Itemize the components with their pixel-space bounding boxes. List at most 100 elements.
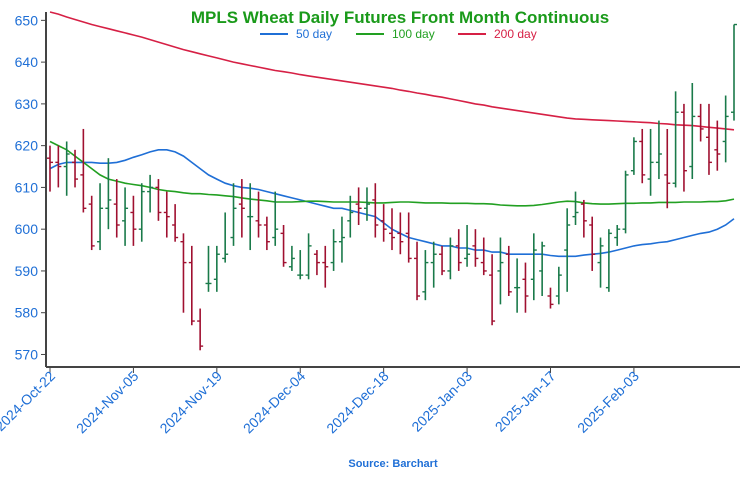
y-tick-label: 650 (15, 12, 39, 28)
ohlc-bar (272, 191, 279, 246)
y-tick-label: 620 (15, 138, 39, 154)
ohlc-bar (555, 266, 562, 305)
y-tick-label: 600 (15, 221, 39, 237)
ohlc-bar (80, 128, 87, 213)
x-tick-label: 2025-Jan-03 (408, 368, 475, 435)
ohlc-bar (522, 262, 529, 313)
ohlc-bar (63, 141, 70, 196)
ohlc-bar (47, 145, 53, 192)
ohlc-bar (363, 187, 370, 221)
ohlc-bar (564, 208, 571, 292)
ohlc-bar (514, 258, 521, 313)
ohlc-bar (705, 103, 712, 175)
ohlc-bar (197, 308, 204, 351)
ohlc-bar (163, 191, 170, 238)
ohlc-bar (255, 191, 262, 238)
ohlc-bar (330, 229, 337, 271)
ohlc-bar (589, 216, 596, 271)
ohlc-bar (489, 254, 496, 326)
y-tick-label: 590 (15, 263, 39, 279)
x-axis: 2024-Oct-22 2024-Nov-05 2024-Nov-19 2024-De… (0, 366, 740, 437)
ohlc-bar (238, 179, 245, 238)
ohlc-bar (464, 225, 471, 267)
ohlc-bar (480, 237, 487, 276)
ma-line-200-day (49, 11, 735, 131)
x-tick-label: 2025-Feb-03 (574, 368, 642, 436)
ma-line-100-day (49, 140, 735, 207)
y-tick-label: 610 (15, 179, 39, 195)
legend-label-200-day: 200 day (494, 27, 537, 41)
ohlc-bar (72, 149, 79, 188)
ohlc-bar (247, 183, 254, 251)
y-tick-label: 570 (15, 346, 39, 362)
x-tick-label: 2024-Dec-04 (240, 368, 309, 437)
ohlc-bar (722, 95, 729, 163)
ohlc-bar (230, 183, 237, 246)
ohlc-bar (580, 199, 587, 238)
chart-title: MPLS Wheat Daily Futures Front Month Con… (191, 8, 609, 27)
ohlc-bar (672, 91, 679, 188)
ohlc-bar (664, 128, 671, 209)
ohlc-bar (539, 241, 546, 296)
y-tick-label: 580 (15, 305, 39, 321)
ohlc-bar (605, 229, 612, 292)
ohlc-bar (288, 245, 295, 271)
ohlc-bar (213, 245, 220, 292)
x-tick-label: 2025-Jan-17 (492, 368, 559, 435)
ohlc-bar (639, 128, 646, 184)
ohlc-bar (122, 187, 129, 246)
ohlc-bar (505, 245, 512, 296)
ohlc-bar (147, 174, 154, 213)
ohlc-bar (397, 212, 404, 255)
ohlc-bar (630, 137, 637, 175)
ohlc-bar (113, 179, 120, 238)
ohlc-bar (347, 195, 354, 238)
ohlc-bar (497, 237, 504, 305)
ohlc-bar (689, 83, 696, 180)
ohlc-bar (305, 233, 312, 280)
legend-label-100-day: 100 day (392, 27, 435, 41)
ohlc-bar (155, 179, 162, 221)
ohlc-bar (472, 229, 479, 267)
x-tick-label: 2024-Nov-05 (73, 368, 142, 437)
ohlc-bars (47, 23, 737, 351)
ohlc-bar (530, 233, 537, 301)
ohlc-bar (355, 187, 362, 225)
ohlc-bar (697, 103, 704, 142)
ohlc-bar (614, 225, 621, 246)
legend-label-50-day: 50 day (296, 27, 332, 41)
x-tick-label: 2024-Dec-18 (323, 368, 392, 437)
ohlc-bar (647, 128, 654, 196)
ohlc-bar (263, 216, 270, 251)
y-tick-label: 630 (15, 96, 39, 112)
ohlc-bar (372, 183, 379, 238)
ohlc-bar (430, 241, 437, 288)
ohlc-bar (138, 183, 145, 242)
ohlc-bar (130, 195, 137, 246)
ohlc-bar (338, 216, 345, 263)
ohlc-bar (622, 170, 629, 234)
ohlc-bar (405, 212, 412, 263)
ohlc-bar (414, 241, 421, 301)
ohlc-bar (297, 250, 304, 280)
ohlc-bar (188, 245, 195, 326)
ohlc-bar (172, 204, 179, 242)
ohlc-bar (205, 245, 212, 292)
ohlc-bar (105, 158, 112, 230)
ohlc-bar (455, 229, 462, 271)
y-axis: 570 580 590 600 610 620 630 640 650 (15, 12, 47, 367)
ohlc-bar (680, 103, 687, 192)
ohlc-bar (447, 237, 454, 280)
ohlc-bar (389, 208, 395, 251)
ohlc-bar (380, 204, 387, 242)
ohlc-bar (322, 245, 329, 288)
ohlc-bar (547, 287, 554, 309)
ohlc-bar (572, 191, 579, 225)
legend: 50 day 100 day 200 day (260, 27, 537, 41)
ohlc-bar (439, 245, 446, 276)
ohlc-bar (714, 120, 721, 171)
ohlc-bar (597, 237, 604, 288)
x-tick-label: 2024-Oct-22 (0, 368, 58, 434)
source-label: Source: Barchart (348, 458, 438, 470)
